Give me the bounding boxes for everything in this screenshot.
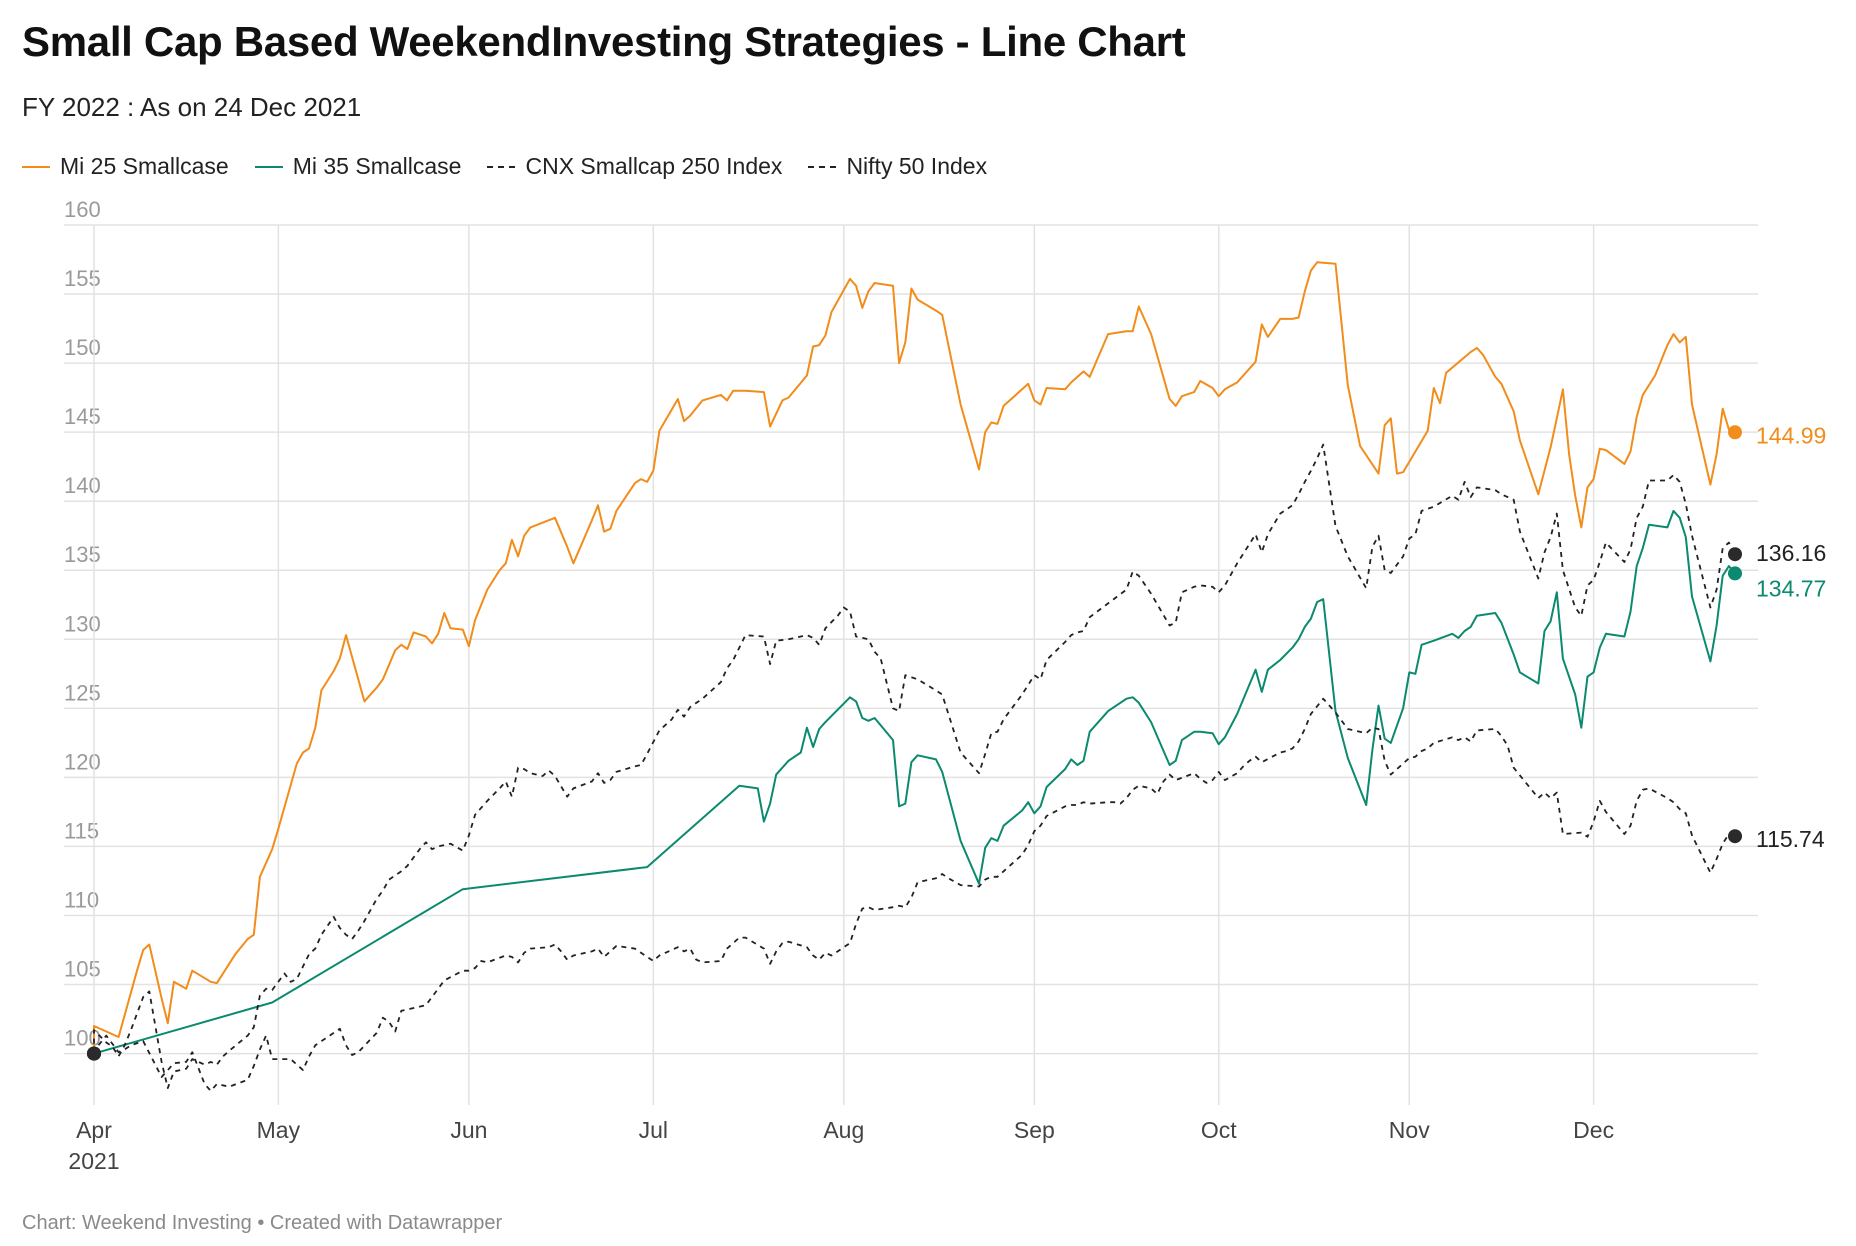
- legend-label-nifty: Nifty 50 Index: [846, 153, 988, 179]
- x-tick-label: Aug: [823, 1117, 864, 1143]
- y-tick-label: 105: [64, 957, 101, 982]
- x-tick-label: May: [257, 1117, 301, 1143]
- series-end-point: [1728, 547, 1742, 562]
- legend-label-smallcap: CNX Smallcap 250 Index: [525, 153, 783, 179]
- x-tick-label: Dec: [1573, 1117, 1614, 1143]
- x-tick-label: Jun: [450, 1117, 487, 1143]
- legend-label-mi35: Mi 35 Smallcase: [292, 153, 462, 179]
- x-tick-sublabel: 2021: [68, 1148, 119, 1174]
- chart-title: Small Cap Based WeekendInvesting Strateg…: [22, 18, 1186, 65]
- x-tick-label: Apr: [76, 1117, 112, 1143]
- series-line: [93, 443, 1736, 1089]
- y-tick-label: 130: [64, 611, 101, 636]
- series-line: [93, 261, 1736, 1054]
- legend-item-mi25[interactable]: Mi 25 Smallcase: [22, 153, 229, 180]
- series-1: 134.77: [87, 509, 1826, 1061]
- series-0: 144.99: [87, 261, 1826, 1061]
- legend-item-smallcap[interactable]: CNX Smallcap 250 Index: [487, 153, 782, 180]
- series-line: [93, 697, 1736, 1092]
- y-tick-label: 125: [64, 680, 101, 705]
- series-line: [93, 509, 1736, 1055]
- series-end-point: [1728, 566, 1742, 581]
- series-end-point: [1728, 829, 1742, 844]
- chart-subtitle: FY 2022 : As on 24 Dec 2021: [22, 92, 362, 122]
- y-tick-label: 155: [64, 266, 101, 291]
- chart-source-footer: Chart: Weekend Investing • Created with …: [22, 1212, 503, 1234]
- y-tick-label: 135: [64, 542, 101, 567]
- legend-label-mi25: Mi 25 Smallcase: [60, 153, 229, 179]
- y-tick-label: 115: [64, 818, 99, 843]
- series-end-label: 134.77: [1756, 575, 1826, 601]
- y-tick-label: 145: [64, 404, 101, 429]
- y-tick-label: 140: [64, 473, 101, 498]
- gridlines: 100105110115120125130135140145150155160A…: [64, 197, 1758, 1174]
- series-end-label: 115.74: [1756, 826, 1825, 852]
- series-2: 136.16: [87, 443, 1826, 1089]
- series-start-point: [87, 1046, 101, 1061]
- series-end-label: 136.16: [1756, 540, 1826, 566]
- series-3: 115.74: [87, 697, 1825, 1092]
- legend-swatch-nifty: [808, 165, 837, 168]
- x-tick-label: Sep: [1014, 1117, 1055, 1143]
- y-tick-label: 120: [64, 749, 101, 774]
- legend-swatch-mi25: [22, 165, 50, 168]
- y-tick-label: 160: [64, 197, 101, 222]
- legend: Mi 25 Smallcase Mi 35 Smallcase CNX Smal…: [22, 153, 987, 180]
- x-tick-label: Oct: [1201, 1117, 1237, 1143]
- x-tick-label: Jul: [639, 1117, 668, 1143]
- y-tick-label: 150: [64, 335, 101, 360]
- x-tick-label: Nov: [1389, 1117, 1430, 1143]
- series-end-label: 144.99: [1756, 422, 1826, 448]
- legend-swatch-smallcap: [487, 165, 516, 168]
- y-tick-label: 110: [64, 887, 99, 912]
- legend-item-nifty[interactable]: Nifty 50 Index: [808, 153, 987, 180]
- legend-swatch-mi35: [254, 165, 283, 168]
- legend-item-mi35[interactable]: Mi 35 Smallcase: [254, 153, 462, 180]
- series-end-point: [1728, 425, 1742, 440]
